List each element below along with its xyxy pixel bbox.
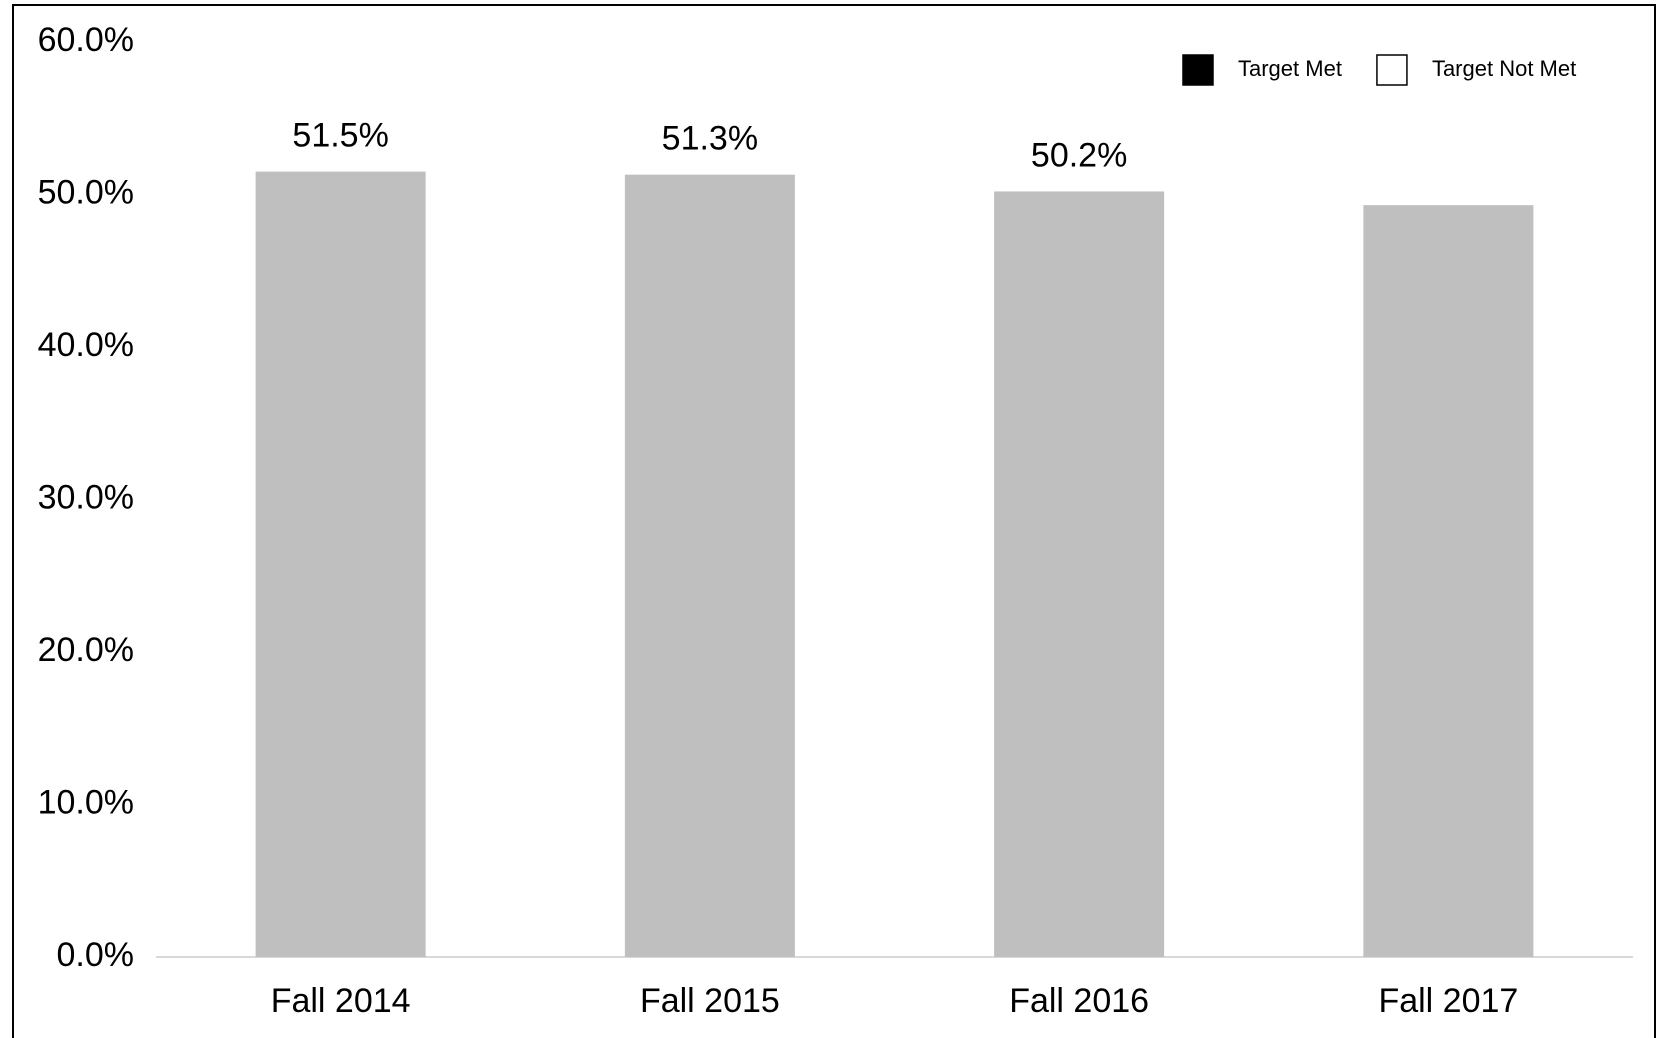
data-label: 51.3%: [662, 120, 758, 158]
bar: [255, 171, 426, 957]
legend-swatch: [1182, 54, 1214, 86]
y-tick-label: 0.0%: [57, 936, 135, 974]
y-tick-label: 20.0%: [38, 631, 134, 669]
data-label: 50.2%: [1031, 136, 1127, 174]
x-tick-label: Fall 2014: [271, 982, 411, 1020]
x-tick-label: Fall 2017: [1378, 982, 1518, 1020]
legend-label: Target Met: [1238, 56, 1342, 81]
y-tick-label: 40.0%: [38, 326, 134, 364]
chart-frame: [12, 4, 1656, 1038]
y-tick-label: 10.0%: [38, 783, 134, 821]
y-tick-label: 50.0%: [38, 173, 134, 211]
x-tick-label: Fall 2016: [1009, 982, 1149, 1020]
y-tick-label: 30.0%: [38, 478, 134, 516]
bar: [994, 191, 1165, 957]
legend-label: Target Not Met: [1432, 56, 1576, 81]
x-tick-label: Fall 2015: [640, 982, 780, 1020]
bar: [624, 174, 795, 958]
bar: [1363, 205, 1534, 958]
y-tick-label: 60.0%: [38, 21, 134, 59]
data-label: 51.5%: [292, 117, 388, 155]
legend-swatch: [1376, 54, 1408, 86]
